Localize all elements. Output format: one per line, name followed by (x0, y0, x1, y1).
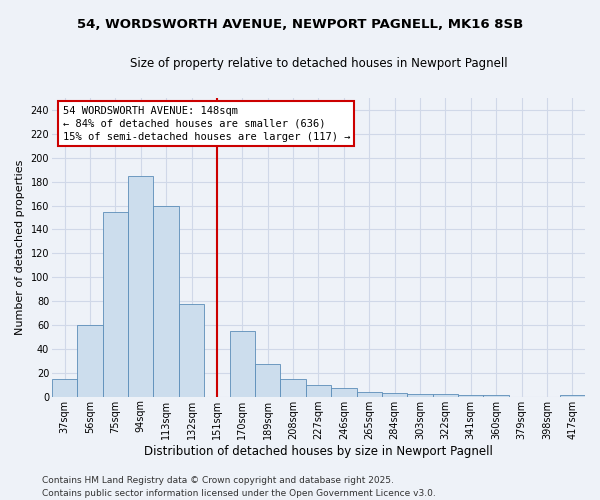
Text: Contains HM Land Registry data © Crown copyright and database right 2025.
Contai: Contains HM Land Registry data © Crown c… (42, 476, 436, 498)
Bar (382, 393, 407, 396)
Bar (128, 176, 154, 396)
Bar (103, 212, 128, 396)
Text: 54, WORDSWORTH AVENUE, NEWPORT PAGNELL, MK16 8SB: 54, WORDSWORTH AVENUE, NEWPORT PAGNELL, … (77, 18, 523, 30)
Bar (52, 379, 77, 396)
Title: Size of property relative to detached houses in Newport Pagnell: Size of property relative to detached ho… (130, 58, 507, 70)
Bar (230, 331, 255, 396)
Bar (407, 394, 433, 396)
Bar (154, 206, 179, 396)
Bar (77, 325, 103, 396)
Bar (356, 392, 382, 396)
Bar (306, 384, 331, 396)
Y-axis label: Number of detached properties: Number of detached properties (15, 160, 25, 335)
Bar (280, 379, 306, 396)
Bar (331, 388, 356, 396)
Bar (179, 304, 204, 396)
Text: 54 WORDSWORTH AVENUE: 148sqm
← 84% of detached houses are smaller (636)
15% of s: 54 WORDSWORTH AVENUE: 148sqm ← 84% of de… (62, 106, 350, 142)
X-axis label: Distribution of detached houses by size in Newport Pagnell: Distribution of detached houses by size … (144, 444, 493, 458)
Bar (433, 394, 458, 396)
Bar (255, 364, 280, 396)
